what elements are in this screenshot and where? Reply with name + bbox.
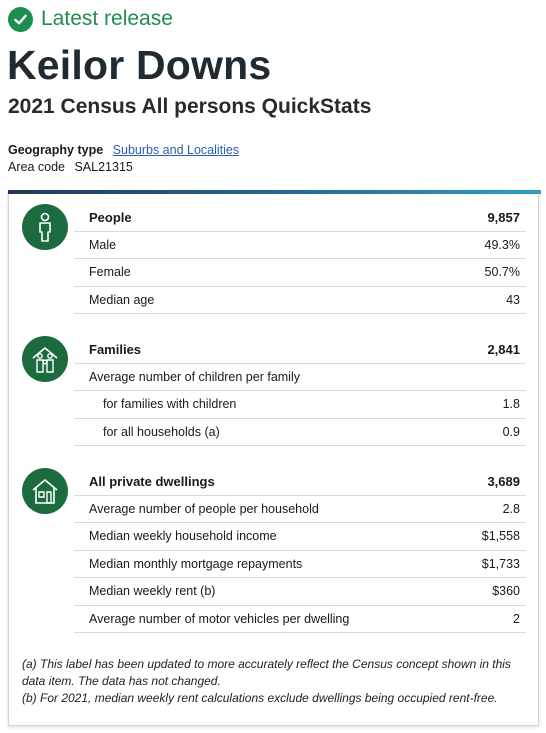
families-header-row: Families 2,841 <box>74 336 526 364</box>
row-value: 0.9 <box>502 424 520 439</box>
people-header-label: People <box>89 209 132 225</box>
latest-release-badge: Latest release <box>8 6 173 32</box>
row-label: Median weekly household income <box>89 529 277 544</box>
dwellings-header-row: All private dwellings 3,689 <box>74 468 526 496</box>
row-value: $1,558 <box>481 529 520 544</box>
dwellings-table: All private dwellings 3,689 Average numb… <box>74 468 526 633</box>
row-label: Median age <box>89 292 155 307</box>
area-code-label: Area code <box>8 160 65 174</box>
area-code-value: SAL21315 <box>74 160 133 174</box>
footnotes: (a) This label has been updated to more … <box>22 656 527 707</box>
table-row: Average number of children per family <box>74 364 526 391</box>
row-value: 2.8 <box>502 501 520 516</box>
families-header-value: 2,841 <box>487 341 520 357</box>
families-header-label: Families <box>89 341 142 357</box>
card-accent-bar <box>8 190 541 194</box>
page-title: Keilor Downs <box>7 42 272 88</box>
geography-info: Geography type Suburbs and Localities Ar… <box>8 142 239 176</box>
table-row: Median weekly household income $1,558 <box>74 523 526 551</box>
row-label: Median monthly mortgage repayments <box>89 556 303 571</box>
row-value: 1.8 <box>502 397 520 412</box>
row-label: Median weekly rent (b) <box>89 584 216 599</box>
geography-type-label: Geography type <box>8 143 104 157</box>
family-icon <box>22 336 68 382</box>
table-row: Female 50.7% <box>74 259 526 287</box>
row-value: 43 <box>506 292 520 307</box>
geography-type-link[interactable]: Suburbs and Localities <box>112 143 240 157</box>
row-label: for families with children <box>103 397 237 412</box>
dwellings-header-value: 3,689 <box>487 473 520 489</box>
people-header-row: People 9,857 <box>74 204 526 232</box>
table-row: Male 49.3% <box>74 232 526 259</box>
row-value: $1,733 <box>481 556 520 571</box>
table-row: for families with children 1.8 <box>74 391 526 419</box>
row-value: 2 <box>513 611 520 626</box>
quickstats-card: People 9,857 Male 49.3% Female 50.7% Med… <box>8 190 541 726</box>
row-label: Male <box>89 237 117 252</box>
table-row: Median weekly rent (b) $360 <box>74 578 526 606</box>
people-header-value: 9,857 <box>487 209 520 225</box>
person-icon <box>22 204 68 250</box>
dwellings-header-label: All private dwellings <box>89 473 215 489</box>
footnote-b: (b) For 2021, median weekly rent calcula… <box>22 691 498 705</box>
table-row: Median monthly mortgage repayments $1,73… <box>74 551 526 578</box>
row-value: 49.3% <box>484 237 520 252</box>
check-circle-icon <box>8 6 33 32</box>
row-value: $360 <box>492 584 520 599</box>
table-row: for all households (a) 0.9 <box>74 419 526 446</box>
table-row: Average number of motor vehicles per dwe… <box>74 606 526 633</box>
house-icon <box>22 468 68 514</box>
row-label: Average number of people per household <box>89 501 319 516</box>
table-row: Average number of people per household 2… <box>74 496 526 523</box>
row-label: Average number of children per family <box>89 369 300 384</box>
people-table: People 9,857 Male 49.3% Female 50.7% Med… <box>74 204 526 314</box>
area-code-row: Area code SAL21315 <box>8 159 239 176</box>
geography-type-row: Geography type Suburbs and Localities <box>8 142 239 159</box>
row-label: Female <box>89 265 131 280</box>
row-label: for all households (a) <box>103 424 220 439</box>
families-table: Families 2,841 Average number of childre… <box>74 336 526 446</box>
row-value: 50.7% <box>484 265 520 280</box>
latest-release-label: Latest release <box>41 7 173 30</box>
table-row: Median age 43 <box>74 287 526 314</box>
row-label: Average number of motor vehicles per dwe… <box>89 611 350 626</box>
page-subtitle: 2021 Census All persons QuickStats <box>8 95 372 118</box>
footnote-a: (a) This label has been updated to more … <box>22 657 511 688</box>
